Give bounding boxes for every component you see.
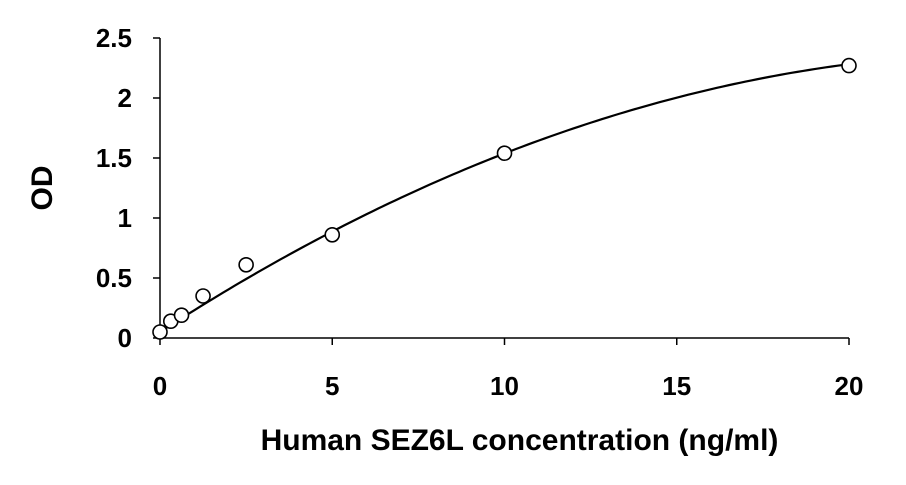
data-point [173,307,190,324]
data-point [324,227,341,243]
y-tick-label: 2 [118,83,132,113]
y-axis-ticks: 0 0.5 1 1.5 2 2.5 [96,23,160,353]
y-tick-label: 0 [118,323,132,353]
y-tick-label: 2.5 [96,23,132,53]
data-point [841,57,857,74]
y-tick-label: 1.5 [96,143,132,173]
y-tick-label: 0.5 [96,263,132,293]
x-axis-title: Human SEZ6L concentration (ng/ml) [261,424,779,457]
axes [159,38,849,339]
data-point [152,324,168,340]
data-point [496,145,513,161]
x-axis-ticks: 0 5 10 15 20 [153,338,864,401]
x-tick-label: 5 [325,371,339,401]
fit-curve [159,63,850,333]
y-tick-label: 1 [118,203,132,233]
data-points [152,57,857,340]
x-tick-label: 20 [835,371,864,401]
x-tick-label: 15 [662,371,691,401]
y-axis-title: OD [26,166,59,211]
x-tick-label: 0 [153,371,167,401]
x-tick-label: 10 [490,371,519,401]
data-point [238,256,254,273]
data-point [195,288,211,304]
